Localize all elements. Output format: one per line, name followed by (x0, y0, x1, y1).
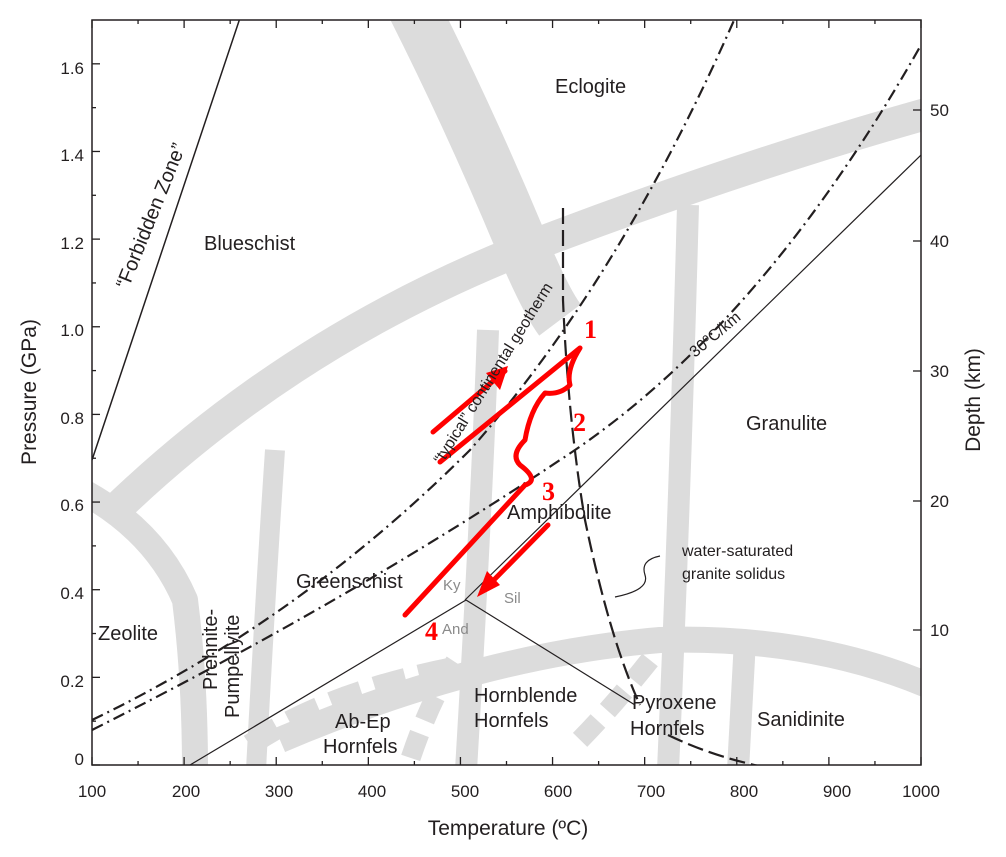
pt-path-label-2: 2 (573, 408, 586, 437)
facies-label-abep-hornfels: Hornfels (323, 736, 397, 758)
band-zeolite-upper (92, 481, 208, 765)
y-left-tick-labels: 0 0.2 0.4 0.6 0.8 1.0 1.2 1.4 1.6 (60, 59, 84, 769)
granite-solidus-tail (667, 734, 760, 765)
pt-path (402, 345, 583, 618)
y-left-tick-label: 0.6 (60, 496, 84, 515)
x-tick-label: 900 (823, 782, 851, 801)
y-left-tick-label: 0.2 (60, 672, 84, 691)
facies-labels: Eclogite Blueschist Granulite Amphibolit… (98, 76, 845, 758)
facies-label-eclogite: Eclogite (555, 76, 626, 98)
band-blueschist-eclogite (390, 20, 582, 336)
y-right-tick-labels: 10 20 30 40 50 (930, 101, 949, 640)
pt-path-label-1: 1 (584, 315, 597, 344)
facies-label-abep: Ab-Ep (335, 711, 391, 733)
y-right-tick-label: 30 (930, 362, 949, 381)
y-left-tick-label: 1.2 (60, 234, 84, 253)
band-prehnite-greenschist (246, 449, 285, 765)
sillimanite-label: Sil (504, 590, 521, 607)
y-right-tick-label: 10 (930, 621, 949, 640)
and-ky-line (189, 599, 467, 765)
pt-path-arrowhead-1 (486, 366, 508, 390)
band-granulite-sanidinite (727, 639, 756, 765)
facies-label-greenschist: Greenschist (296, 571, 403, 593)
pt-path-segment-loop (402, 345, 583, 618)
x-tick-label: 200 (172, 782, 200, 801)
pt-path-label-3: 3 (542, 477, 555, 506)
and-sil-line (465, 599, 636, 706)
axis-ticks (91, 20, 922, 766)
band-hornfels-dashed (243, 654, 472, 755)
y-left-tick-label: 0.4 (60, 584, 84, 603)
facies-label-granulite: Granulite (746, 413, 827, 435)
facies-label-pyroxene: Pyroxene (632, 692, 717, 714)
aluminosilicate-labels: Ky Sil And (442, 577, 521, 638)
band-hornfels-upper (274, 626, 921, 752)
y-left-tick-label: 1.6 (60, 59, 84, 78)
y-right-tick-label: 50 (930, 101, 949, 120)
x-tick-label: 500 (451, 782, 479, 801)
facies-label-hornblende-hornfels: Hornfels (474, 710, 548, 732)
y-right-tick-label: 40 (930, 232, 949, 251)
y-left-tick-label: 0.8 (60, 409, 84, 428)
facies-label-zeolite: Zeolite (98, 623, 158, 645)
solidus-label-line2: granite solidus (682, 566, 785, 583)
facies-label-blueschist: Blueschist (204, 233, 296, 255)
y-left-axis-title: Pressure (GPa) (18, 319, 41, 465)
x-tick-label: 100 (78, 782, 106, 801)
plot-area (92, 20, 921, 765)
x-tick-label: 700 (637, 782, 665, 801)
andalusite-label: And (442, 621, 469, 638)
band-pyroxene-dashed (567, 653, 658, 753)
reference-line (464, 154, 921, 601)
kyanite-label: Ky (443, 577, 461, 594)
facies-label-sanidinite: Sanidinite (757, 709, 845, 731)
y-left-tick-label: 0 (75, 750, 84, 769)
x-tick-label: 400 (358, 782, 386, 801)
pt-path-label-4: 4 (425, 617, 438, 646)
band-hornfels-inner-dashed (400, 656, 464, 764)
pt-path-labels: 1 2 3 4 (425, 315, 597, 646)
y-left-tick-label: 1.0 (60, 321, 84, 340)
continental-geotherm-line (92, 20, 736, 721)
x-axis-title: Temperature (ºC) (428, 817, 589, 840)
facies-label-amphibolite: Amphibolite (507, 502, 612, 524)
solidus-leader-line (614, 555, 661, 598)
y-left-tick-label: 1.4 (60, 146, 84, 165)
facies-label-hornblende: Hornblende (474, 685, 577, 707)
x-tick-label: 600 (544, 782, 572, 801)
aluminosilicate-lines (189, 599, 636, 765)
pt-path-segment-retrograde (481, 522, 551, 593)
x-tick-label: 1000 (902, 782, 940, 801)
facies-label-prehnite: Prehnite- (200, 609, 222, 690)
pt-path-arrowhead-2 (477, 571, 500, 597)
granite-solidus-line (561, 208, 641, 706)
x-tick-label: 800 (730, 782, 758, 801)
x-tick-labels: 100 200 300 400 500 600 700 800 900 1000 (78, 782, 940, 801)
geotherm-30-line (92, 44, 921, 731)
y-right-tick-label: 20 (930, 492, 949, 511)
x-tick-label: 300 (265, 782, 293, 801)
forbidden-zone-line (92, 20, 241, 461)
y-right-axis-title: Depth (km) (962, 348, 985, 452)
band-greenschist-amphibolite (455, 329, 499, 765)
facies-boundary-bands (92, 20, 921, 765)
solidus-label-line1: water-saturated (681, 543, 793, 560)
band-amphibolite-granulite (657, 204, 699, 765)
band-greenschist-upper (98, 98, 921, 527)
facies-label-pyroxene-hornfels: Hornfels (630, 718, 704, 740)
facies-label-pumpellyite: Pumpellyite (222, 615, 244, 718)
